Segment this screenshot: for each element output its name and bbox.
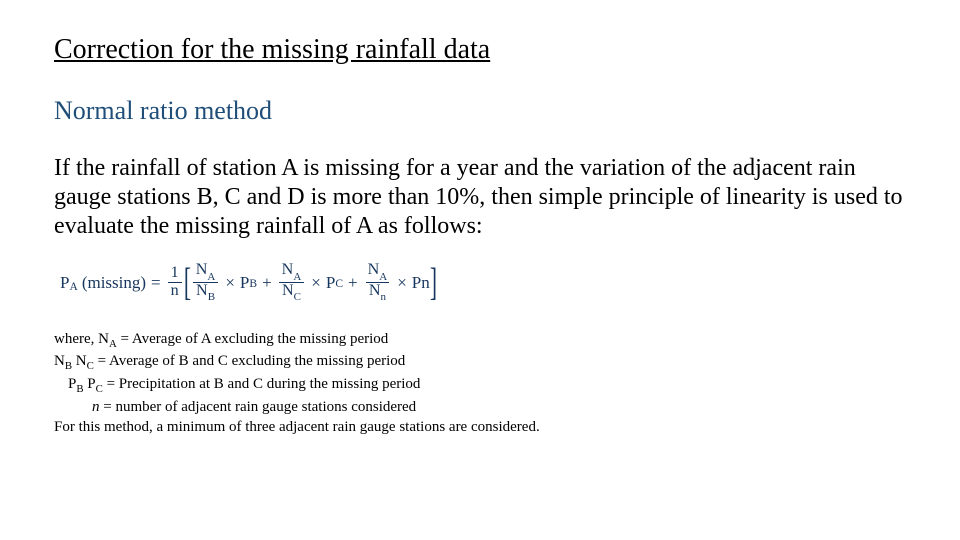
- P-2: P: [326, 273, 335, 293]
- def-line-4: n = number of adjacent rain gauge statio…: [92, 397, 906, 417]
- N-top-3: N: [368, 261, 380, 278]
- term-1: NA NB × PB: [191, 262, 257, 303]
- frac-NA-Nn: NA Nn: [365, 262, 391, 303]
- def-line-2: NB NC = Average of B and C excluding the…: [54, 351, 906, 374]
- definitions: where, NA = Average of A excluding the m…: [54, 329, 906, 437]
- term-2: NA NC × PC: [277, 262, 343, 303]
- def-NA-sub: A: [109, 338, 117, 350]
- subC-2: C: [294, 291, 301, 303]
- N-top-1: N: [196, 261, 208, 278]
- N-bot-3: N: [369, 282, 381, 299]
- times-2: ×: [311, 273, 321, 293]
- frac-NA-NC: NA NC: [279, 262, 305, 303]
- plus-2: +: [348, 273, 358, 293]
- def-NA-txt: = Average of A excluding the missing per…: [117, 331, 388, 347]
- def-NC: N: [72, 353, 87, 369]
- num-1: 1: [168, 265, 182, 282]
- den-n: n: [168, 282, 182, 300]
- subA-3: A: [379, 271, 387, 283]
- formula-lhs: PA (missing): [60, 273, 146, 293]
- subA-1: A: [207, 271, 215, 283]
- def-NC-sub: C: [87, 360, 94, 372]
- def-PB-sub: B: [76, 383, 83, 395]
- def-NBC-txt: = Average of B and C excluding the missi…: [94, 353, 405, 369]
- def-line-3: PB PC = Precipitation at B and C during …: [68, 374, 906, 397]
- term-3: NA Nn × Pn: [363, 262, 430, 303]
- P-1: P: [240, 273, 249, 293]
- times-3: ×: [397, 273, 407, 293]
- page-title: Correction for the missing rainfall data: [54, 34, 906, 66]
- formula-missing: (missing): [82, 273, 146, 293]
- Pn: Pn: [412, 273, 430, 293]
- frac-NA-NB: NA NB: [193, 262, 219, 303]
- right-bracket: ]: [430, 266, 437, 299]
- def-NB-sub: B: [65, 360, 72, 372]
- section-subtitle: Normal ratio method: [54, 96, 906, 126]
- def-line-5: For this method, a minimum of three adja…: [54, 417, 906, 437]
- formula: PA (missing) = 1 n [ NA NB × PB + NA NC …: [60, 262, 906, 303]
- def-where: where, N: [54, 331, 109, 347]
- subB-1: B: [208, 291, 215, 303]
- equals: =: [151, 273, 161, 293]
- def-PC: P: [84, 376, 96, 392]
- N-top-2: N: [282, 261, 294, 278]
- def-n-txt: = number of adjacent rain gauge stations…: [100, 399, 417, 415]
- def-line-1: where, NA = Average of A excluding the m…: [54, 329, 906, 352]
- N-bot-2: N: [282, 282, 294, 299]
- def-PC-sub: C: [96, 383, 103, 395]
- subA-2: A: [293, 271, 301, 283]
- times-1: ×: [225, 273, 235, 293]
- PC-sub: C: [335, 277, 343, 290]
- def-PBC-txt: = Precipitation at B and C during the mi…: [103, 376, 421, 392]
- sym-P: P: [60, 273, 69, 293]
- subn-3: n: [380, 291, 385, 303]
- frac-1-n: 1 n: [168, 265, 182, 300]
- def-NB: N: [54, 353, 65, 369]
- body-paragraph: If the rainfall of station A is missing …: [54, 154, 904, 240]
- sub-A: A: [69, 280, 77, 293]
- plus-1: +: [262, 273, 272, 293]
- N-bot-1: N: [196, 282, 208, 299]
- def-n: n: [92, 399, 100, 415]
- left-bracket: [: [184, 266, 191, 299]
- PB-sub: B: [249, 277, 257, 290]
